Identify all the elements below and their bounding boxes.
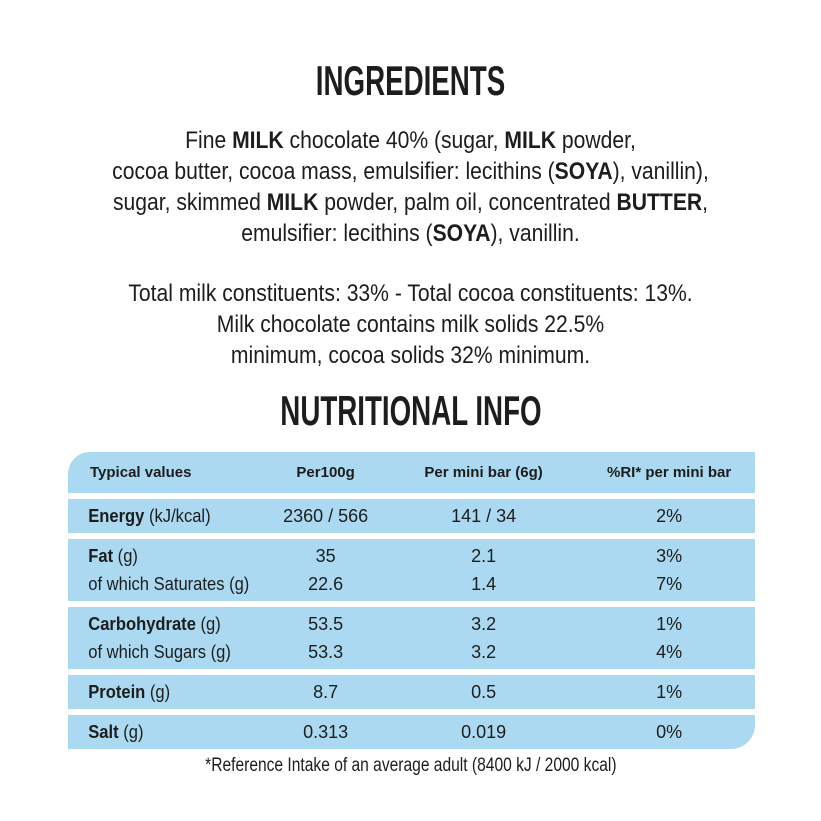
row-label: Fat (g) <box>88 546 138 566</box>
value-ri-percent: 2% <box>656 506 683 526</box>
table-row: of which Saturates (g) 22.6 1.4 7% <box>68 570 755 598</box>
text-line: minimum, cocoa solids 32% minimum. <box>230 342 591 369</box>
header-ri-per-mini-bar: %RI* per mini bar <box>606 464 732 481</box>
table-header-row: Typical values Per100g Per mini bar (6g)… <box>68 452 755 493</box>
text-line: Milk chocolate contains milk solids 22.5… <box>216 311 605 338</box>
table-group: Carbohydrate (g) 53.5 3.2 1% of which Sugars… <box>68 607 755 669</box>
value-ri-percent: 0% <box>656 722 683 742</box>
row-label: Salt (g) <box>88 722 144 742</box>
value-per-100g: 0.313 <box>303 722 349 742</box>
row-label: Carbohydrate (g) <box>88 614 221 634</box>
value-per-mini-bar: 2.1 <box>471 546 497 566</box>
value-ri-percent: 7% <box>656 574 683 594</box>
value-per-100g: 53.3 <box>308 642 344 662</box>
value-per-mini-bar: 0.019 <box>461 722 507 742</box>
text-line: sugar, skimmed MILK powder, palm oil, co… <box>112 189 709 216</box>
table-row: Salt (g) 0.313 0.019 0% <box>68 718 755 746</box>
ingredients-text: Fine MILK chocolate 40% (sugar, MILK pow… <box>49 125 771 249</box>
nutrition-table: Typical values Per100g Per mini bar (6g)… <box>68 452 755 755</box>
header-typical-values: Typical values <box>90 464 192 481</box>
row-label: of which Sugars (g) <box>88 642 231 662</box>
value-per-mini-bar: 1.4 <box>471 574 497 594</box>
text-line: Fine MILK chocolate 40% (sugar, MILK pow… <box>185 127 636 154</box>
table-row: Fat (g) 35 2.1 3% <box>68 542 755 570</box>
nutrition-title: NUTRITIONAL INFO <box>0 386 821 436</box>
table-row: Protein (g) 8.7 0.5 1% <box>68 678 755 706</box>
table-group: Fat (g) 35 2.1 3% of which Saturates (g) 22.6… <box>68 539 755 601</box>
header-per-mini-bar: Per mini bar (6g) <box>424 464 543 481</box>
value-per-mini-bar: 0.5 <box>471 682 497 702</box>
value-per-100g: 2360 / 566 <box>283 506 369 526</box>
row-label: of which Saturates (g) <box>88 574 250 594</box>
header-per-100g: Per100g <box>296 464 355 481</box>
constituents-text: Total milk constituents: 33% - Total coc… <box>49 278 771 371</box>
value-per-mini-bar: 141 / 34 <box>451 506 517 526</box>
value-ri-percent: 4% <box>656 642 683 662</box>
value-ri-percent: 1% <box>656 682 683 702</box>
text-line: cocoa butter, cocoa mass, emulsifier: le… <box>112 158 709 185</box>
value-per-mini-bar: 3.2 <box>471 642 497 662</box>
value-per-100g: 35 <box>315 546 336 566</box>
table-group: Salt (g) 0.313 0.019 0% <box>68 715 755 749</box>
table-row: Carbohydrate (g) 53.5 3.2 1% <box>68 610 755 638</box>
nutrition-title-text: NUTRITIONAL INFO <box>279 387 542 434</box>
value-ri-percent: 3% <box>656 546 683 566</box>
value-per-100g: 53.5 <box>308 614 344 634</box>
value-ri-percent: 1% <box>656 614 683 634</box>
value-per-100g: 22.6 <box>308 574 344 594</box>
table-group: Protein (g) 8.7 0.5 1% <box>68 675 755 709</box>
text-line: Total milk constituents: 33% - Total coc… <box>128 280 693 307</box>
reference-intake-text: *Reference Intake of an average adult (8… <box>204 755 617 776</box>
row-label: Energy (kJ/kcal) <box>88 506 211 526</box>
table-row: Energy (kJ/kcal) 2360 / 566 141 / 34 2% <box>68 502 755 530</box>
ingredients-title: INGREDIENTS <box>0 56 821 106</box>
value-per-100g: 8.7 <box>313 682 339 702</box>
table-row: of which Sugars (g) 53.3 3.2 4% <box>68 638 755 666</box>
table-body: Energy (kJ/kcal) 2360 / 566 141 / 34 2% Fat … <box>68 499 755 749</box>
table-group: Energy (kJ/kcal) 2360 / 566 141 / 34 2% <box>68 499 755 533</box>
text-line: emulsifier: lecithins (SOYA), vanillin. <box>241 220 580 247</box>
reference-intake-note: *Reference Intake of an average adult (8… <box>0 753 821 779</box>
row-label: Protein (g) <box>88 682 171 702</box>
ingredients-title-text: INGREDIENTS <box>315 57 506 104</box>
value-per-mini-bar: 3.2 <box>471 614 497 634</box>
